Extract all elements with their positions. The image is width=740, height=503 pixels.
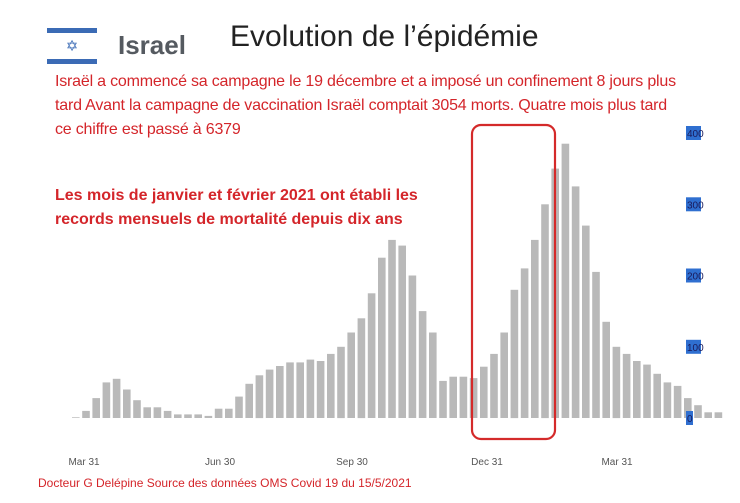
y-tick-label: 200: [687, 272, 704, 283]
bar: [643, 364, 651, 418]
bar: [602, 321, 610, 418]
highlight-text: Les mois de janvier et février 2021 ont …: [55, 187, 418, 228]
bar: [204, 415, 213, 418]
y-tick-label: 100: [687, 343, 704, 354]
y-tick-bg: [686, 126, 701, 140]
bar: [357, 318, 366, 419]
bar: [286, 362, 294, 418]
bar: [378, 257, 386, 418]
bar: [541, 204, 549, 419]
bar: [82, 410, 90, 418]
bar: [153, 407, 162, 418]
country-name: Israel: [118, 30, 186, 60]
bar: [694, 405, 702, 418]
y-tick-label: 400: [687, 129, 704, 140]
y-tick-bg: [686, 411, 693, 425]
bar: [163, 410, 172, 418]
bar: [500, 332, 508, 418]
bar: [112, 378, 121, 418]
bar: [102, 382, 111, 418]
bar: [316, 361, 325, 418]
y-tick-label: 0: [687, 414, 693, 425]
bar: [235, 396, 243, 418]
bar: [347, 332, 355, 418]
y-tick-bg: [686, 339, 701, 354]
bar: [663, 382, 672, 418]
bar: [561, 143, 570, 418]
bar: [265, 369, 274, 418]
y-tick-label: 300: [687, 200, 704, 211]
y-tick-bg: [686, 197, 701, 212]
bar: [245, 383, 253, 418]
bar: [72, 417, 80, 418]
bar: [194, 414, 202, 418]
bar: [653, 373, 661, 418]
bar: [276, 366, 284, 418]
bar: [143, 407, 151, 418]
bar: [388, 239, 396, 418]
bar: [133, 400, 141, 418]
bar: [459, 376, 468, 418]
bar: [123, 389, 131, 418]
x-tick-label: Dec 31: [471, 457, 503, 468]
x-tick-label: Sep 30: [336, 457, 368, 468]
star-of-david-icon: ✡: [65, 37, 79, 55]
bar: [520, 268, 529, 418]
bar: [429, 332, 437, 418]
bar: [480, 366, 488, 418]
x-tick-label: Jun 30: [205, 457, 235, 468]
bar: [255, 375, 264, 419]
bar: [449, 376, 457, 418]
bar: [622, 353, 631, 418]
source-credit: Docteur G Delépine Source des données OM…: [38, 476, 412, 490]
y-tick-bg: [686, 268, 701, 283]
bar: [296, 362, 304, 418]
bar: [408, 275, 417, 418]
highlight-box: [470, 123, 557, 441]
bar: [673, 385, 682, 418]
bar: [214, 408, 223, 418]
bar: [469, 378, 478, 418]
bar: [582, 225, 590, 418]
bar: [531, 239, 539, 418]
bar: [184, 414, 192, 418]
bar: [225, 408, 233, 418]
bar: [510, 289, 519, 419]
bar: [612, 346, 621, 419]
bar: [633, 361, 641, 418]
bar: [398, 245, 406, 418]
bar: [306, 359, 315, 418]
bar: [439, 380, 447, 418]
bar: [592, 271, 600, 418]
x-tick-label: Mar 31: [601, 457, 633, 468]
page-title: Evolution de l’épidémie: [230, 20, 539, 53]
bar: [367, 293, 376, 418]
israel-flag-icon: ✡: [47, 28, 97, 64]
bar: [704, 412, 712, 418]
x-tick-label: Mar 31: [68, 457, 100, 468]
bar: [92, 398, 100, 418]
bar: [327, 353, 335, 418]
bar: [337, 346, 345, 419]
bar: [684, 398, 692, 418]
intro-text: Israël a commencé sa campagne le 19 déce…: [55, 73, 676, 138]
bar: [418, 311, 427, 418]
bar: [571, 186, 580, 418]
bar: [174, 414, 182, 418]
bar: [714, 412, 723, 418]
bar: [490, 353, 498, 418]
